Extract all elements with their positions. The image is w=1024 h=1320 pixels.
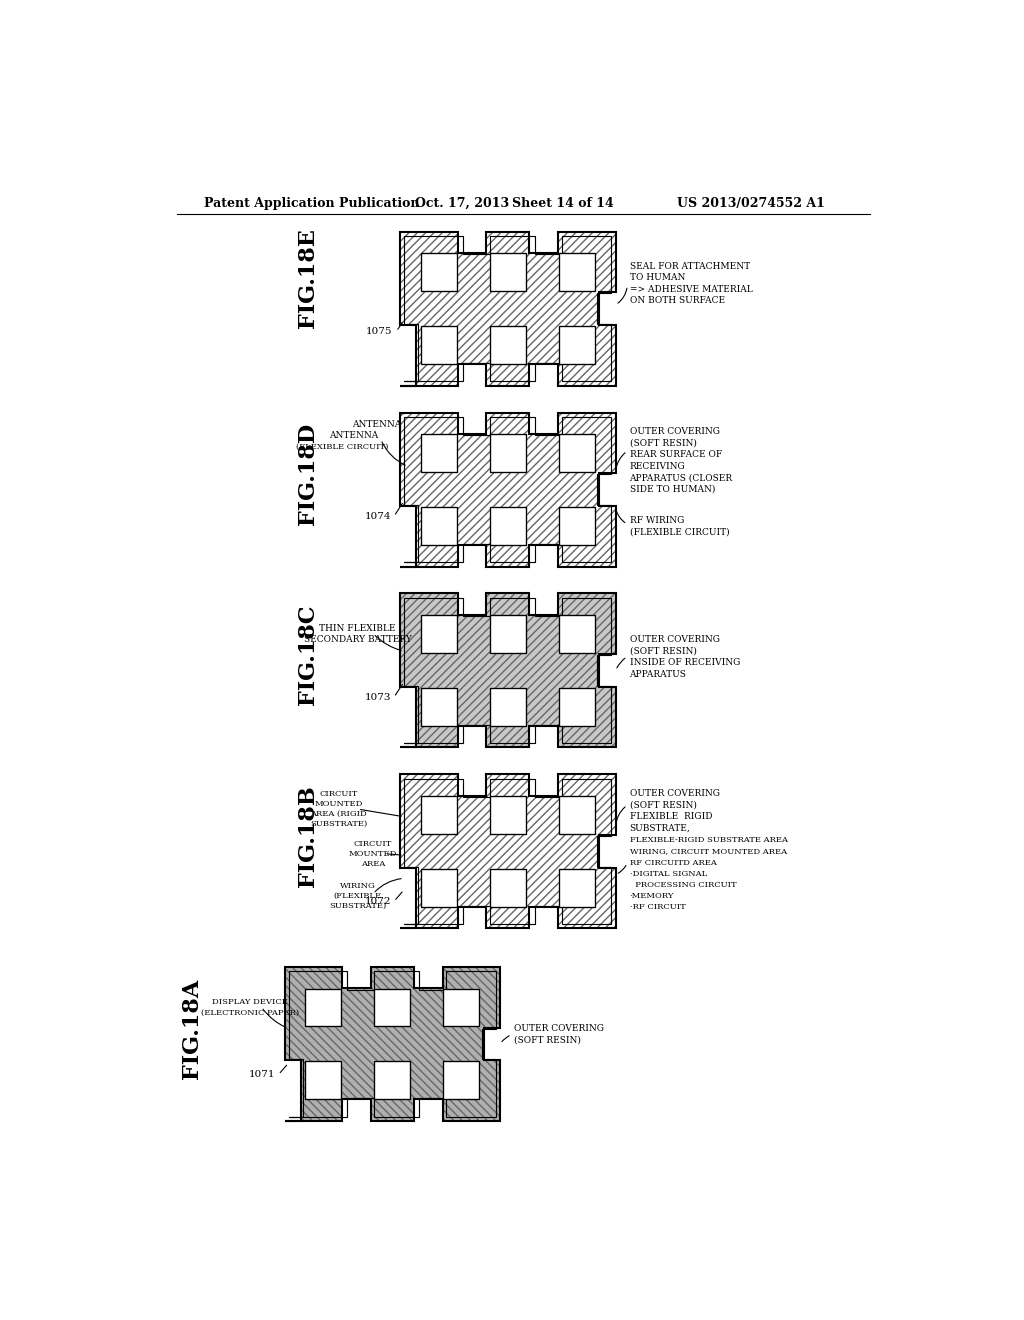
Text: ON BOTH SURFACE: ON BOTH SURFACE — [630, 297, 725, 305]
Bar — [421, 434, 457, 473]
Bar — [421, 869, 457, 907]
Text: OUTER COVERING: OUTER COVERING — [630, 789, 720, 799]
Polygon shape — [400, 594, 615, 747]
Text: (SOFT RESIN): (SOFT RESIN) — [630, 801, 696, 809]
Text: 1072: 1072 — [365, 898, 391, 906]
Text: RF CIRCUITD AREA: RF CIRCUITD AREA — [630, 859, 717, 867]
Text: (SOFT RESIN): (SOFT RESIN) — [630, 438, 696, 447]
Text: AREA (RIGID: AREA (RIGID — [310, 809, 367, 817]
Text: SIDE TO HUMAN): SIDE TO HUMAN) — [630, 484, 715, 494]
Text: RECEIVING: RECEIVING — [630, 462, 685, 471]
Text: FLEXIBLE  RIGID: FLEXIBLE RIGID — [630, 812, 712, 821]
Text: FIG.18E: FIG.18E — [297, 228, 318, 327]
Text: RF WIRING: RF WIRING — [630, 516, 684, 525]
Text: ANTENNA: ANTENNA — [330, 432, 379, 440]
Bar — [489, 615, 525, 653]
Text: OUTER COVERING: OUTER COVERING — [630, 428, 720, 436]
Bar — [375, 989, 411, 1027]
Bar — [489, 507, 525, 545]
Text: APPARATUS: APPARATUS — [630, 669, 686, 678]
Text: 1071: 1071 — [249, 1071, 275, 1080]
Text: THIN FLEXIBLE: THIN FLEXIBLE — [319, 623, 396, 632]
Bar — [443, 989, 479, 1027]
Bar — [375, 1061, 411, 1100]
Bar — [421, 796, 457, 834]
Text: (FLEXIBLE CIRCUIT): (FLEXIBLE CIRCUIT) — [630, 528, 729, 536]
Text: AREA: AREA — [360, 859, 385, 867]
Text: (FLEXIBLE CIRCUIT): (FLEXIBLE CIRCUIT) — [296, 444, 388, 451]
Text: CIRCUIT: CIRCUIT — [319, 789, 357, 797]
Text: ·MEMORY: ·MEMORY — [630, 892, 674, 900]
Text: PROCESSING CIRCUIT: PROCESSING CIRCUIT — [630, 882, 736, 890]
Text: 1074: 1074 — [365, 512, 391, 521]
Text: ·RF CIRCUIT: ·RF CIRCUIT — [630, 903, 685, 911]
Text: DISPLAY DEVICE: DISPLAY DEVICE — [212, 998, 288, 1006]
Text: FIG.18C: FIG.18C — [297, 605, 318, 705]
Text: FIG.18A: FIG.18A — [181, 978, 203, 1078]
Text: REAR SURFACE OF: REAR SURFACE OF — [630, 450, 722, 459]
Bar — [489, 326, 525, 364]
Polygon shape — [400, 231, 615, 385]
Bar — [559, 869, 595, 907]
Bar — [559, 326, 595, 364]
Text: CIRCUIT: CIRCUIT — [354, 840, 392, 847]
Text: 1075: 1075 — [366, 327, 392, 337]
Text: 1073: 1073 — [365, 693, 391, 702]
Bar — [489, 869, 525, 907]
Bar — [305, 1061, 341, 1100]
Text: MOUNTED: MOUNTED — [314, 800, 362, 808]
Bar — [559, 615, 595, 653]
Text: SUBSTRATE,: SUBSTRATE, — [630, 824, 690, 833]
Text: ANTENNA: ANTENNA — [352, 420, 401, 429]
Text: FLEXIBLE-RIGID SUBSTRATE AREA: FLEXIBLE-RIGID SUBSTRATE AREA — [630, 836, 787, 843]
Bar — [489, 434, 525, 473]
Bar — [421, 507, 457, 545]
Bar — [305, 989, 341, 1027]
Text: SEAL FOR ATTACHMENT: SEAL FOR ATTACHMENT — [630, 261, 750, 271]
Text: (SOFT RESIN): (SOFT RESIN) — [630, 647, 696, 656]
Bar — [489, 796, 525, 834]
Bar — [559, 253, 595, 292]
Bar — [559, 434, 595, 473]
Polygon shape — [400, 412, 615, 566]
Text: MOUNTED: MOUNTED — [349, 850, 397, 858]
Text: OUTER COVERING: OUTER COVERING — [514, 1024, 604, 1034]
Text: (FLEXIBLE: (FLEXIBLE — [334, 892, 382, 900]
Text: SUBSTRATE): SUBSTRATE) — [329, 902, 386, 909]
Text: WIRING: WIRING — [340, 882, 376, 890]
Text: FIG.18B: FIG.18B — [297, 785, 318, 887]
Text: OUTER COVERING: OUTER COVERING — [630, 635, 720, 644]
Text: ·DIGITAL SIGNAL: ·DIGITAL SIGNAL — [630, 870, 707, 879]
Text: FIG.18D: FIG.18D — [297, 422, 318, 525]
Bar — [421, 326, 457, 364]
Text: WIRING, CIRCUIT MOUNTED AREA: WIRING, CIRCUIT MOUNTED AREA — [630, 847, 786, 855]
Text: SECONDARY BATTERY: SECONDARY BATTERY — [304, 635, 412, 644]
Text: US 2013/0274552 A1: US 2013/0274552 A1 — [677, 197, 825, 210]
Text: Patent Application Publication: Patent Application Publication — [204, 197, 419, 210]
Bar — [489, 688, 525, 726]
Text: Oct. 17, 2013: Oct. 17, 2013 — [416, 197, 510, 210]
Bar — [421, 615, 457, 653]
Bar — [559, 507, 595, 545]
Text: APPARATUS (CLOSER: APPARATUS (CLOSER — [630, 474, 732, 482]
Polygon shape — [285, 966, 500, 1121]
Text: => ADHESIVE MATERIAL: => ADHESIVE MATERIAL — [630, 285, 753, 294]
Text: TO HUMAN: TO HUMAN — [630, 273, 685, 282]
Bar — [421, 688, 457, 726]
Polygon shape — [400, 775, 615, 928]
Bar — [559, 688, 595, 726]
Bar — [559, 796, 595, 834]
Text: Sheet 14 of 14: Sheet 14 of 14 — [512, 197, 613, 210]
Text: INSIDE OF RECEIVING: INSIDE OF RECEIVING — [630, 659, 740, 667]
Text: SUBSTRATE): SUBSTRATE) — [310, 820, 367, 828]
Bar — [443, 1061, 479, 1100]
Bar — [489, 253, 525, 292]
Text: (ELECTRONIC PAPER): (ELECTRONIC PAPER) — [201, 1008, 299, 1018]
Text: (SOFT RESIN): (SOFT RESIN) — [514, 1036, 581, 1044]
Bar — [421, 253, 457, 292]
